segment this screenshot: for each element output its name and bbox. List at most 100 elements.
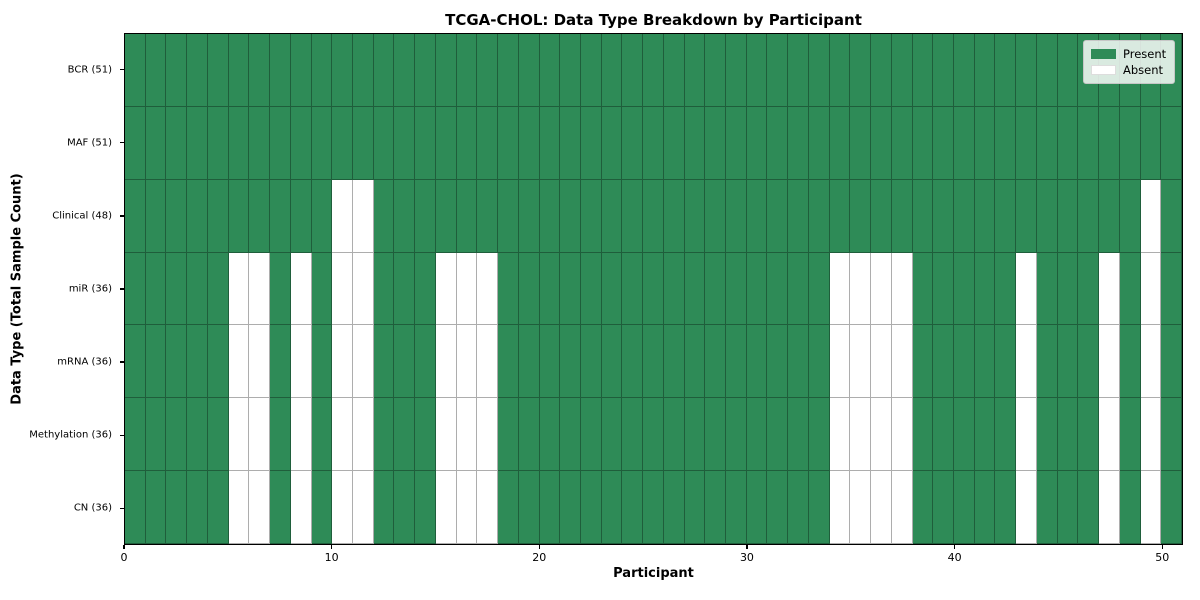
heatmap-cell bbox=[663, 325, 685, 399]
heatmap-cell bbox=[871, 106, 892, 180]
heatmap-cell bbox=[705, 398, 727, 472]
heatmap-cell bbox=[891, 106, 913, 180]
heatmap-cell bbox=[187, 398, 208, 472]
heatmap-cell bbox=[1036, 325, 1058, 399]
heatmap-cell bbox=[498, 179, 519, 253]
heatmap-cell bbox=[518, 252, 540, 326]
heatmap-cell bbox=[933, 252, 955, 326]
heatmap-cell bbox=[622, 325, 644, 399]
heatmap-cell bbox=[746, 34, 768, 107]
x-tick-label: 30 bbox=[739, 551, 754, 564]
legend: Present Absent bbox=[1083, 40, 1175, 84]
heatmap-cell bbox=[1161, 106, 1182, 180]
heatmap-cell bbox=[684, 398, 706, 472]
heatmap-cell bbox=[705, 179, 727, 253]
x-axis-label: Participant bbox=[613, 566, 694, 581]
heatmap-cell bbox=[187, 325, 208, 399]
heatmap-cell bbox=[954, 252, 975, 326]
x-tick-mark bbox=[123, 545, 125, 549]
heatmap-cell bbox=[1057, 179, 1079, 253]
heatmap-cell bbox=[435, 34, 457, 107]
heatmap-cell bbox=[1057, 252, 1079, 326]
y-tick-label: CN (36) bbox=[73, 502, 112, 514]
heatmap-cell bbox=[125, 325, 146, 399]
heatmap-cell bbox=[477, 106, 499, 180]
heatmap-cell bbox=[518, 325, 540, 399]
heatmap-cell bbox=[1036, 398, 1058, 472]
heatmap-cell bbox=[767, 325, 789, 399]
heatmap-cell bbox=[125, 106, 146, 180]
heatmap-cell bbox=[850, 179, 872, 253]
heatmap-cell bbox=[435, 471, 457, 544]
heatmap-cell bbox=[808, 471, 830, 544]
heatmap-cell bbox=[974, 471, 996, 544]
heatmap-cell bbox=[249, 471, 271, 544]
heatmap-cell bbox=[477, 252, 499, 326]
heatmap-cell bbox=[995, 34, 1017, 107]
y-tick-label: MAF (51) bbox=[67, 137, 112, 149]
heatmap-cell bbox=[580, 471, 602, 544]
heatmap-cell bbox=[166, 471, 188, 544]
heatmap-cell bbox=[1078, 325, 1100, 399]
heatmap-cell bbox=[249, 34, 271, 107]
heatmap-cell bbox=[394, 252, 416, 326]
y-tick-mark bbox=[120, 361, 124, 363]
heatmap-cell bbox=[332, 106, 353, 180]
heatmap-cell bbox=[912, 252, 934, 326]
y-tick-label: Clinical (48) bbox=[52, 210, 112, 222]
heatmap-cell bbox=[290, 34, 312, 107]
y-tick-label: mRNA (36) bbox=[57, 356, 112, 368]
heatmap-cell bbox=[726, 325, 747, 399]
heatmap-cell bbox=[166, 106, 188, 180]
heatmap-cell bbox=[187, 179, 208, 253]
heatmap-cell bbox=[788, 471, 809, 544]
heatmap-cell bbox=[498, 471, 519, 544]
heatmap-cell bbox=[746, 179, 768, 253]
heatmap-cell bbox=[871, 398, 892, 472]
heatmap-cell bbox=[1140, 398, 1162, 472]
heatmap-cell bbox=[145, 252, 167, 326]
heatmap-cell bbox=[788, 252, 809, 326]
heatmap-cell bbox=[456, 34, 478, 107]
heatmap-cell bbox=[394, 471, 416, 544]
heatmap-cell bbox=[207, 398, 229, 472]
heatmap-cell bbox=[663, 252, 685, 326]
heatmap-cell bbox=[539, 34, 561, 107]
heatmap-cell bbox=[125, 252, 146, 326]
heatmap-cell bbox=[125, 179, 146, 253]
heatmap-cell bbox=[954, 325, 975, 399]
heatmap-cell bbox=[1016, 398, 1037, 472]
heatmap-cell bbox=[435, 398, 457, 472]
heatmap-cell bbox=[663, 179, 685, 253]
heatmap-cell bbox=[187, 471, 208, 544]
heatmap-cell bbox=[1057, 471, 1079, 544]
heatmap-cell bbox=[995, 106, 1017, 180]
heatmap-cell bbox=[415, 398, 436, 472]
heatmap-cell bbox=[622, 179, 644, 253]
y-tick-mark bbox=[120, 215, 124, 217]
heatmap-cell bbox=[290, 252, 312, 326]
heatmap-cell bbox=[622, 398, 644, 472]
heatmap-cell bbox=[539, 325, 561, 399]
heatmap-cell bbox=[933, 106, 955, 180]
heatmap-cell bbox=[125, 471, 146, 544]
x-tick-label: 10 bbox=[324, 551, 339, 564]
heatmap-cell bbox=[850, 471, 872, 544]
heatmap-cell bbox=[995, 325, 1017, 399]
heatmap-cell bbox=[891, 34, 913, 107]
heatmap-cell bbox=[1140, 325, 1162, 399]
heatmap-cell bbox=[912, 179, 934, 253]
heatmap-cell bbox=[270, 106, 291, 180]
heatmap-cell bbox=[290, 325, 312, 399]
y-tick-mark bbox=[120, 142, 124, 144]
heatmap-cell bbox=[808, 252, 830, 326]
heatmap-cell bbox=[580, 252, 602, 326]
x-tick-label: 0 bbox=[120, 551, 128, 564]
heatmap-cell bbox=[684, 252, 706, 326]
heatmap-cell bbox=[1119, 471, 1141, 544]
y-tick-mark bbox=[120, 434, 124, 436]
heatmap-cell bbox=[643, 325, 664, 399]
legend-absent-label: Absent bbox=[1123, 63, 1164, 77]
heatmap-cell bbox=[995, 252, 1017, 326]
heatmap-cell bbox=[477, 471, 499, 544]
